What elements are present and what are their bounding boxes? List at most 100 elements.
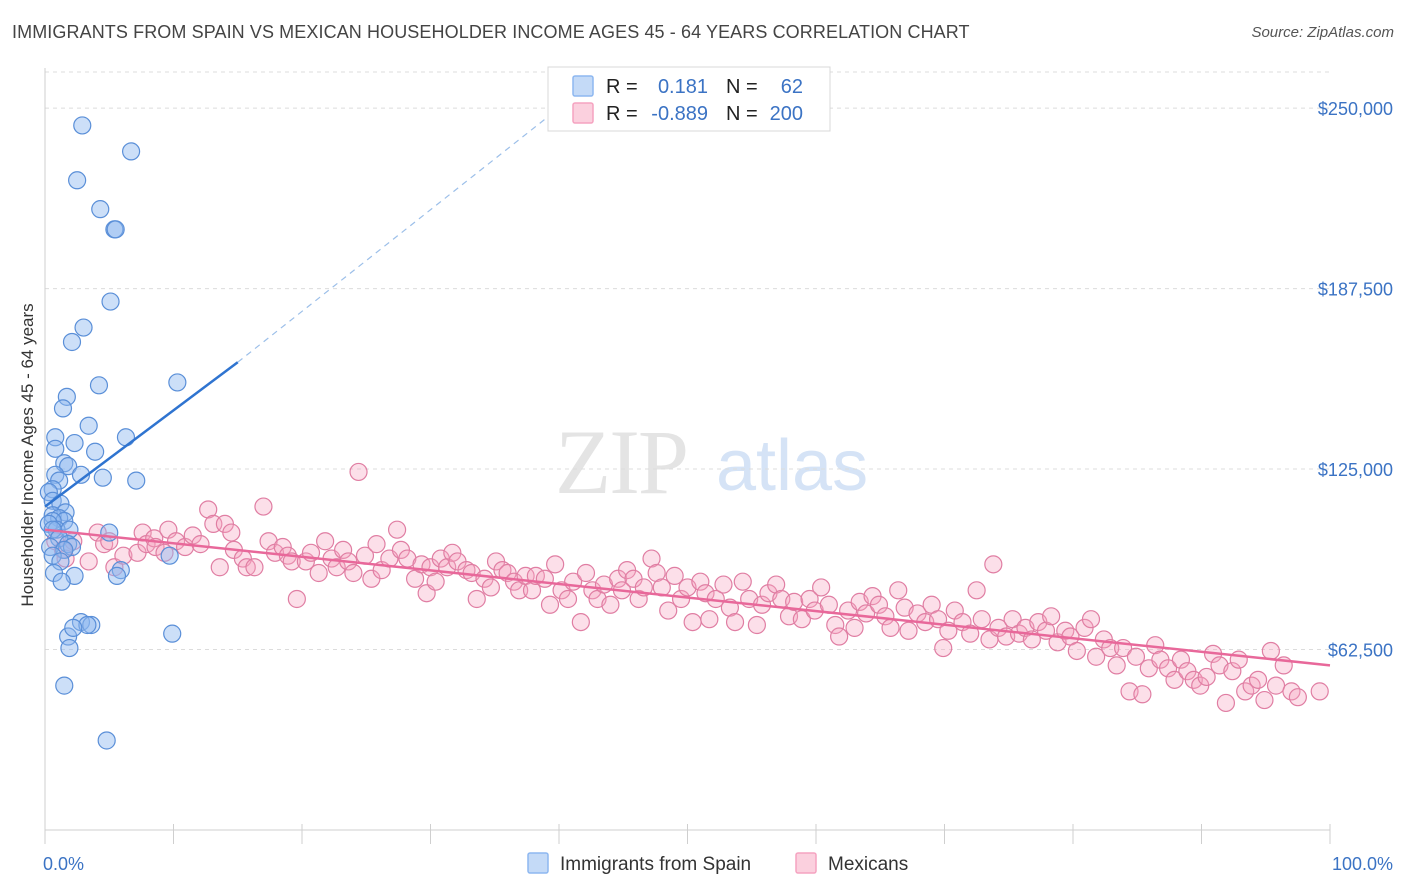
mexican-point: [1288, 688, 1307, 707]
mexican-point: [683, 612, 702, 632]
series-legend-label-spain: Immigrants from Spain: [560, 854, 751, 875]
y-tick-label: $125,000: [1318, 460, 1393, 480]
mexican-point: [1067, 641, 1086, 661]
mexican-point: [327, 558, 346, 577]
mexican-point: [1081, 610, 1101, 629]
mexican-point: [889, 581, 908, 600]
legend-r-value-mexicans: -0.889: [651, 103, 708, 125]
spain-point: [57, 387, 76, 406]
mexican-point: [696, 584, 715, 603]
legend-r-label-mexicans: R =: [606, 103, 638, 125]
mexican-point: [1197, 667, 1216, 687]
mexican-point: [155, 543, 174, 562]
spain-point: [55, 540, 74, 560]
stats-legend: R = 0.181 N = 62 R = -0.889 N = 200: [547, 66, 831, 132]
chart-title: IMMIGRANTS FROM SPAIN VS MEXICAN HOUSEHO…: [12, 22, 970, 42]
mexican-point: [1248, 670, 1268, 689]
mexican-point: [443, 543, 462, 562]
mexican-point: [316, 532, 335, 551]
spain-point: [73, 116, 92, 135]
watermark-atlas: atlas: [716, 426, 868, 506]
y-tick-label: $187,500: [1318, 280, 1393, 300]
mexican-point: [540, 595, 560, 614]
mexican-point: [1310, 682, 1329, 701]
spain-point: [93, 468, 112, 487]
mexican-point: [287, 589, 306, 609]
spain-point: [86, 442, 105, 461]
mexican-point: [334, 540, 353, 560]
mexican-point: [504, 572, 524, 591]
spain-point: [82, 615, 101, 635]
spain-point: [51, 552, 70, 571]
mexican-point: [349, 462, 368, 482]
mexican-point: [725, 612, 745, 632]
mexican-point: [934, 638, 953, 658]
spain-point: [53, 399, 73, 418]
mexican-point: [601, 595, 620, 614]
spain-point: [116, 428, 136, 447]
spain-point: [55, 676, 74, 695]
mexican-point: [1087, 647, 1106, 666]
spain-trend-extension: [237, 107, 560, 363]
mexican-point: [642, 549, 661, 568]
mexican-point: [1216, 693, 1236, 713]
x-tick-label-min: 0.0%: [43, 854, 84, 874]
spain-trend-line: [44, 361, 239, 508]
mexican-point: [785, 592, 804, 611]
spain-point: [91, 200, 110, 219]
mexican-point: [1107, 656, 1126, 675]
mexican-point: [309, 563, 328, 583]
spain-point: [100, 523, 119, 542]
legend-n-label-mexicans: N =: [726, 103, 758, 125]
mexican-point: [845, 618, 864, 637]
mexicans-trend-line: [44, 528, 1331, 667]
spain-point: [79, 416, 98, 435]
legend-swatch-mexicans: [572, 102, 594, 124]
tick-labels: $62,500 $125,000 $187,500 $250,000 0.0% 100.0…: [43, 99, 1393, 874]
mexican-point: [367, 535, 386, 554]
mexican-point: [245, 558, 264, 577]
mexican-point: [767, 575, 786, 594]
spain-point: [60, 638, 79, 658]
mexican-point: [1056, 621, 1075, 640]
mexican-point: [467, 589, 486, 609]
mexican-point: [800, 589, 819, 609]
mexican-point: [984, 555, 1003, 574]
mexican-point: [714, 575, 733, 594]
x-tick-label-max: 100.0%: [1332, 854, 1393, 874]
spain-point: [127, 471, 146, 490]
mexican-point: [881, 618, 900, 637]
spain-point: [62, 332, 82, 352]
mexican-point: [869, 595, 889, 614]
spain-point: [59, 457, 78, 476]
spain-point: [68, 171, 87, 190]
spain-point: [65, 433, 84, 453]
mexican-point: [254, 497, 273, 516]
mexican-point: [1042, 607, 1061, 626]
mexican-point: [1255, 690, 1274, 710]
series-legend-swatch-spain: [527, 852, 549, 874]
mexican-point: [546, 555, 565, 574]
spain-point: [52, 572, 71, 591]
mexican-point: [733, 572, 752, 591]
spain-point: [101, 292, 120, 311]
spain-point: [121, 142, 141, 161]
legend-n-value-spain: 62: [781, 76, 803, 98]
spain-point: [59, 627, 78, 646]
y-tick-label: $62,500: [1328, 641, 1393, 661]
spain-point: [107, 566, 127, 585]
mexican-point: [1171, 650, 1191, 669]
mexican-point: [647, 563, 666, 583]
mexican-point: [535, 569, 554, 588]
series-legend-swatch-mexicans: [795, 852, 817, 874]
mexican-point: [481, 578, 500, 597]
mexican-point: [114, 546, 133, 565]
mexican-point: [961, 624, 980, 643]
mexican-point: [1261, 641, 1280, 661]
y-tick-label: $250,000: [1318, 99, 1393, 119]
y-axis-title: Householder Income Ages 45 - 64 years: [18, 303, 37, 606]
spain-point: [78, 615, 97, 635]
mexican-point: [1165, 670, 1184, 689]
data-points: [39, 116, 1329, 750]
mexican-point: [191, 535, 210, 554]
